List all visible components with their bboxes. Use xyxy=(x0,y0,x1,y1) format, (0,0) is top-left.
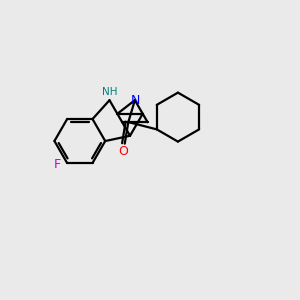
Text: N: N xyxy=(131,94,140,107)
Text: NH: NH xyxy=(102,87,117,97)
Text: O: O xyxy=(118,145,128,158)
Text: F: F xyxy=(54,158,61,171)
